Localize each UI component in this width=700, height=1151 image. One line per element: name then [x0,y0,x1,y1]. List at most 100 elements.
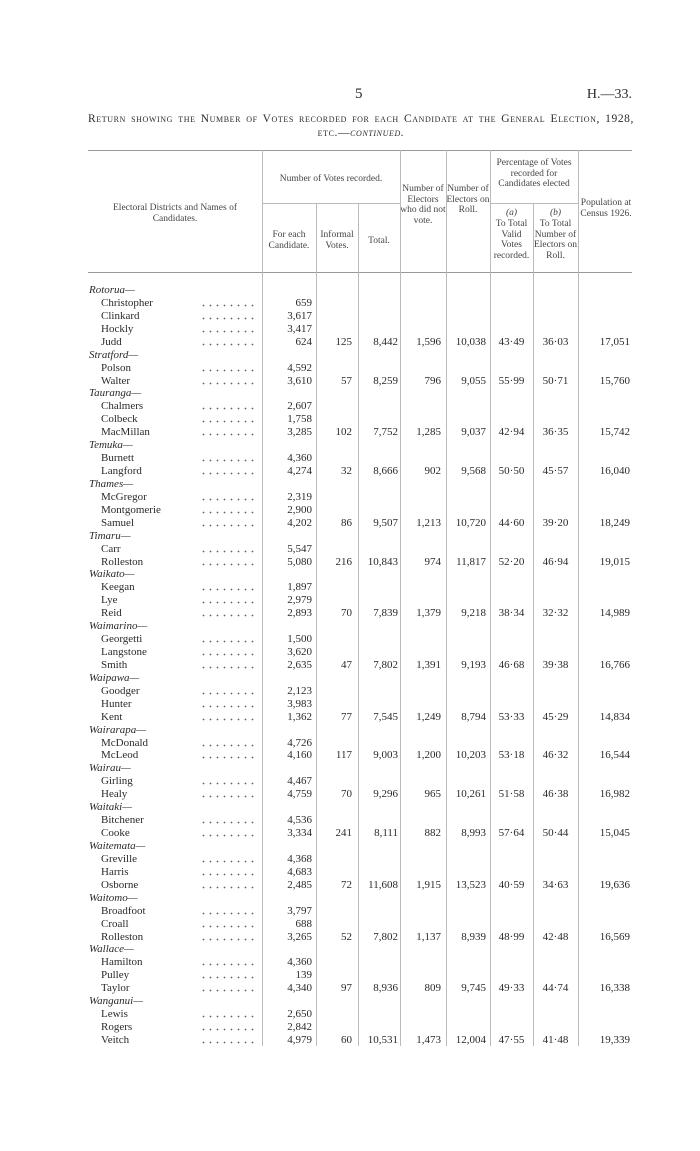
candidate-name: Reid [101,607,122,620]
leader-dots [200,704,258,708]
population: 17,051 [599,335,630,348]
candidate-name: Georgetti [101,633,143,646]
population: 16,766 [599,658,630,671]
roll: 12,004 [455,1033,486,1046]
leader-dots [200,562,258,566]
leader-dots [200,665,258,669]
candidate-votes: 4,360 [287,452,312,465]
roll: 10,038 [455,335,486,348]
candidate-votes: 2,842 [287,1021,312,1033]
pct-valid: 53·18 [498,749,525,762]
informal: 241 [335,827,353,840]
candidate-name: Judd [101,335,122,348]
candidate-name: Carr [101,542,121,555]
total: 10,531 [367,1033,398,1046]
table-title: Return showing the Number of Votes recor… [88,112,634,140]
leader-dots [200,368,258,372]
pct-roll: 32·32 [542,607,569,620]
total: 11,608 [368,878,398,891]
candidate-name: Healy [101,788,128,801]
district-name: Wairarapa— [89,723,147,736]
candidate-votes: 4,202 [287,516,312,529]
header-b: (b) [549,208,562,218]
candidate-name: Burnett [101,452,134,465]
not-voted: 974 [424,555,442,568]
leader-dots [200,1028,258,1031]
not-voted: 1,596 [416,335,441,348]
pct-roll: 39·38 [542,658,569,671]
candidate-name: Taylor [101,982,130,995]
population: 16,338 [599,982,630,995]
candidate-votes: 2,319 [287,490,312,503]
total: 7,545 [373,710,398,723]
candidate-votes: 3,417 [287,322,312,335]
title-text: Return showing the Number of Votes recor… [88,113,634,139]
candidate-votes: 688 [295,917,313,930]
informal: 70 [341,788,352,801]
informal: 216 [335,555,353,568]
pct-valid: 49·33 [498,982,525,995]
rule [88,272,632,273]
candidate-votes: 1,758 [287,413,312,426]
candidate-votes: 2,485 [287,878,312,891]
leader-dots [200,795,258,799]
leader-dots [200,640,258,644]
candidate-name: Smith [101,658,128,671]
candidate-name: McLeod [101,749,139,762]
pct-valid: 40·59 [498,878,525,891]
column-rule [533,203,534,1046]
candidate-name: Montgomerie [101,503,161,516]
pct-roll: 46·38 [542,788,569,801]
candidate-votes: 3,334 [287,827,312,840]
population: 19,015 [599,555,630,568]
candidate-votes: 4,467 [287,775,312,788]
not-voted: 809 [424,982,442,995]
candidate-name: Keegan [101,581,135,594]
candidate-votes: 4,759 [287,788,312,801]
informal: 72 [341,878,352,891]
roll: 9,745 [461,982,486,995]
leader-dots [200,420,258,424]
candidate-name: Walter [101,374,131,387]
informal: 117 [335,749,352,762]
pct-roll: 46·32 [542,749,569,762]
leader-dots [200,472,258,476]
district-name: Timaru— [89,529,131,542]
pct-roll: 42·48 [542,930,569,943]
leader-dots [200,872,258,876]
candidate-name: Broadfoot [101,904,146,917]
candidate-votes: 659 [295,296,313,309]
candidate-votes: 3,797 [287,904,312,917]
leader-dots [200,691,258,695]
district-name: Tauranga— [89,387,142,400]
pct-roll: 50·44 [542,827,569,840]
population: 16,544 [599,749,630,762]
pct-roll: 45·57 [542,465,569,478]
district-name: Waitaki— [89,801,132,814]
roll: 13,523 [455,878,486,891]
not-voted: 1,915 [416,878,441,891]
pct-roll: 36·03 [542,335,569,348]
candidate-name: Samuel [101,516,134,529]
candidate-votes: 139 [295,969,313,982]
district-name: Waipawa— [89,671,140,684]
population: 16,982 [599,788,630,801]
leader-dots [200,342,258,346]
pct-roll: 45·29 [542,710,569,723]
leader-dots [200,303,258,307]
candidate-votes: 2,635 [287,658,312,671]
rule [490,203,578,204]
roll: 9,055 [461,374,486,387]
informal: 97 [341,982,352,995]
informal: 52 [341,930,352,943]
leader-dots [200,924,258,928]
total: 7,752 [373,426,398,439]
candidate-votes: 4,340 [287,982,312,995]
leader-dots [200,407,258,411]
candidate-votes: 5,080 [287,555,312,568]
title-continued: continued. [350,127,405,139]
total: 8,259 [373,374,398,387]
leader-dots [200,381,258,385]
candidate-votes: 3,983 [287,697,312,710]
total: 7,802 [373,930,398,943]
